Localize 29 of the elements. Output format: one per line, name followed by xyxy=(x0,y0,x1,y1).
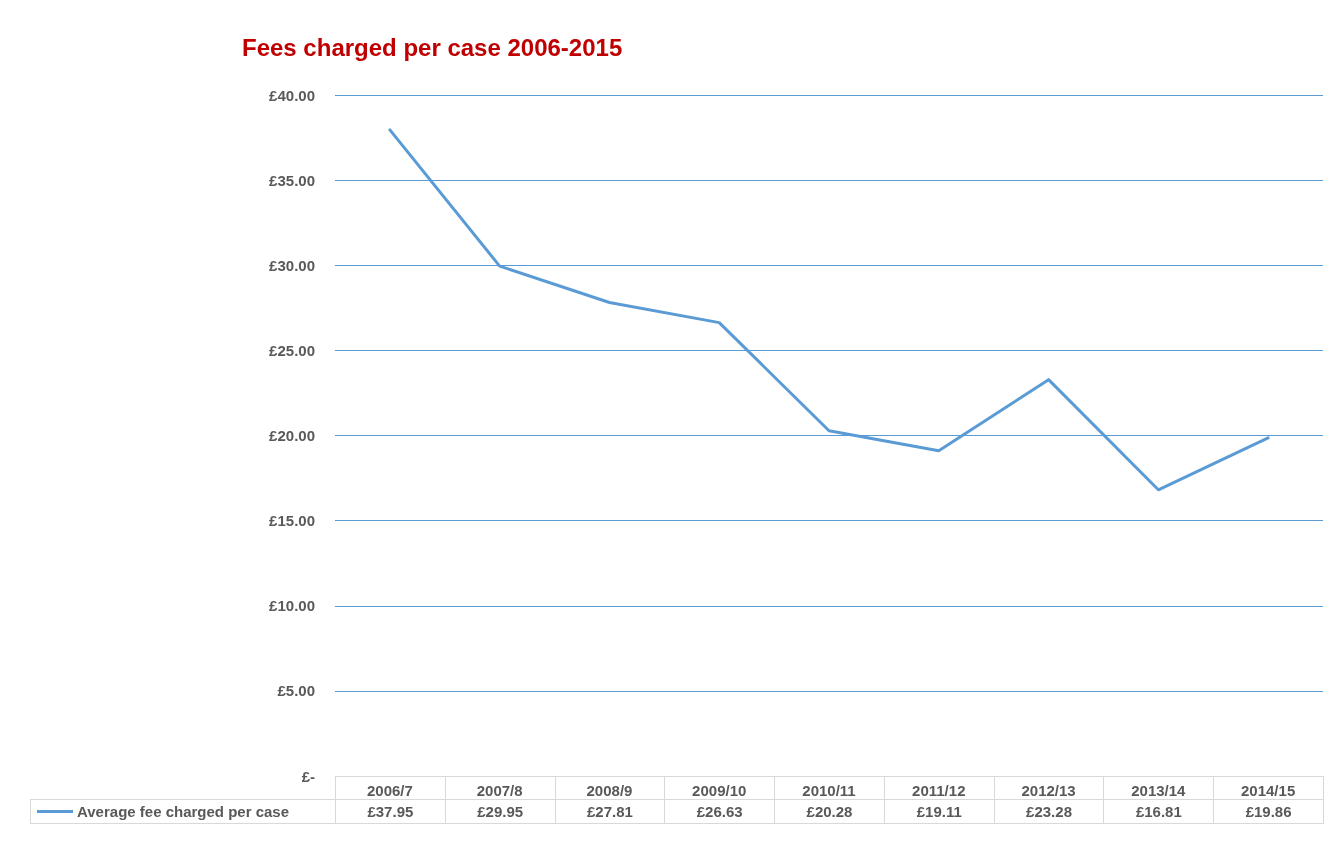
x-tick-label: 2009/10 xyxy=(692,782,747,799)
data-label: £23.28 xyxy=(993,799,1105,824)
data-label: £29.95 xyxy=(444,799,556,824)
y-tick-label: £40.00 xyxy=(269,86,315,104)
data-label: £19.11 xyxy=(883,799,995,824)
x-tick-label: 2013/14 xyxy=(1131,782,1187,799)
data-label: £37.95 xyxy=(335,799,446,824)
data-label: £20.28 xyxy=(774,799,885,824)
data-label: £27.81 xyxy=(554,799,666,824)
x-tick-label: 2008/9 xyxy=(586,782,633,799)
data-label: £16.81 xyxy=(1103,799,1215,824)
x-tick-label: 2010/11 xyxy=(802,782,856,799)
data-label: £26.63 xyxy=(664,799,776,824)
x-tick-label: 2006/7 xyxy=(366,782,413,799)
data-label: £19.86 xyxy=(1213,799,1324,824)
x-tick-label: 2007/8 xyxy=(476,782,523,799)
y-tick-label: £10.00 xyxy=(269,597,315,615)
x-tick-label: 2014/15 xyxy=(1240,782,1296,799)
y-tick-label: £15.00 xyxy=(269,512,315,530)
chart-title: Fees charged per case 2006-2015 xyxy=(242,33,623,61)
x-tick-label: 2011/12 xyxy=(912,782,966,799)
y-tick-label: £20.00 xyxy=(269,427,315,444)
y-tick-label: £- xyxy=(301,767,315,785)
x-tick-label: 2012/13 xyxy=(1021,782,1076,799)
y-tick-label: £5.00 xyxy=(277,682,315,700)
y-tick-label: £35.00 xyxy=(269,171,315,189)
y-tick-label: £30.00 xyxy=(269,256,315,274)
y-tick-label: £25.00 xyxy=(269,341,315,359)
legend-label: Average fee charged per case xyxy=(77,803,290,820)
